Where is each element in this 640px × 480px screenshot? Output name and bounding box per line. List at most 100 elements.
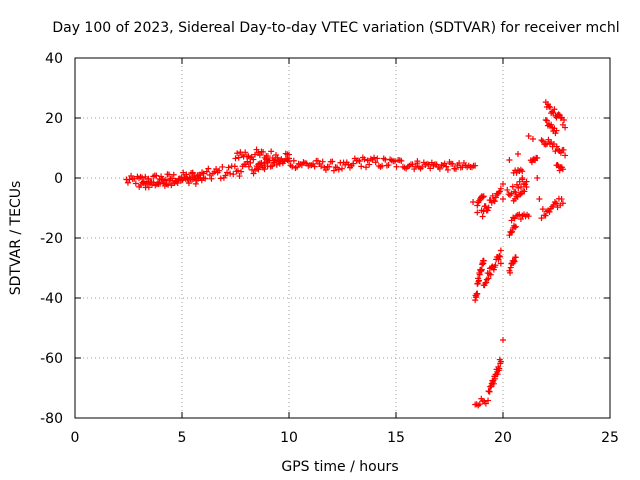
data-point [551, 106, 558, 113]
data-point [414, 158, 421, 165]
data-point [242, 149, 249, 156]
data-point [546, 103, 553, 110]
data-point [489, 192, 496, 199]
data-point [474, 290, 481, 297]
data-point [253, 146, 260, 153]
data-point [329, 158, 336, 165]
data-point [512, 189, 519, 196]
data-point [222, 172, 229, 179]
data-point [326, 163, 333, 170]
data-point [238, 168, 245, 175]
data-point [449, 160, 456, 167]
data-point [521, 188, 528, 195]
data-point [480, 257, 487, 264]
data-point [512, 223, 519, 230]
data-point [452, 166, 459, 173]
data-point [153, 172, 160, 179]
data-point [189, 169, 196, 176]
data-point [183, 171, 190, 178]
data-point [350, 160, 357, 167]
data-point [512, 254, 519, 261]
y-axis-label: SDTVAR / TECUs [8, 181, 24, 296]
data-point [208, 175, 215, 182]
data-point [258, 159, 265, 166]
data-point [523, 178, 530, 185]
data-point [484, 207, 491, 214]
data-point [294, 164, 301, 171]
data-point [517, 166, 524, 173]
data-point [550, 109, 557, 116]
y-tick-labels: -80 -60 -40 -20 0 20 40 [40, 51, 63, 427]
data-point [548, 121, 555, 128]
data-point [534, 155, 541, 162]
data-point [412, 163, 419, 170]
data-point [474, 202, 481, 209]
data-point [479, 213, 486, 220]
data-point [345, 161, 352, 168]
data-point [478, 266, 485, 273]
data-point [483, 279, 490, 286]
data-point [487, 271, 494, 278]
data-point [427, 165, 434, 172]
data-point [230, 171, 237, 178]
data-point [534, 175, 541, 181]
data-point [538, 215, 545, 222]
data-point [250, 170, 257, 177]
data-point [551, 199, 558, 206]
data-points [123, 99, 569, 409]
data-point [361, 156, 368, 163]
x-tick-label: 5 [178, 430, 187, 446]
data-point [132, 180, 139, 187]
data-point [206, 172, 213, 179]
y-tick-label: -60 [40, 351, 63, 367]
data-point [482, 203, 489, 210]
data-point [492, 194, 499, 201]
data-point [185, 180, 192, 187]
data-point [443, 163, 450, 170]
data-point [513, 181, 520, 188]
data-point [256, 164, 263, 171]
data-point [485, 275, 492, 282]
data-point [158, 176, 165, 183]
data-point [547, 104, 554, 111]
data-point [269, 163, 276, 170]
chart-title: Day 100 of 2023, Sidereal Day-to-day VTE… [52, 20, 619, 36]
data-point [539, 138, 546, 145]
data-point [338, 165, 345, 172]
data-point [517, 215, 524, 222]
data-point [500, 196, 506, 202]
data-point [322, 166, 329, 173]
data-point [124, 179, 131, 186]
data-point [166, 177, 173, 184]
data-point [371, 154, 378, 161]
data-point [275, 157, 282, 164]
data-point [319, 158, 326, 165]
data-point [472, 162, 479, 169]
data-point [497, 185, 504, 192]
data-point [506, 157, 513, 163]
data-point [391, 158, 398, 165]
data-point [264, 153, 271, 160]
data-point [479, 194, 486, 201]
data-point [556, 167, 563, 174]
x-tick-label: 15 [387, 430, 405, 446]
y-tick-label: -20 [40, 231, 63, 247]
x-axis-label: GPS time / hours [281, 459, 398, 475]
data-point [145, 175, 152, 182]
data-point [374, 155, 381, 162]
y-tick-label: 0 [54, 171, 63, 187]
data-point [514, 151, 521, 157]
data-point [510, 257, 517, 264]
data-point [497, 358, 504, 365]
data-point [504, 186, 511, 193]
data-point [184, 175, 191, 182]
data-point [170, 171, 177, 178]
data-point [522, 181, 529, 188]
data-point [272, 156, 279, 163]
data-point [441, 160, 448, 167]
data-point [538, 137, 545, 144]
data-point [496, 365, 503, 372]
data-point [234, 167, 241, 174]
data-point [385, 162, 392, 169]
data-point [213, 165, 220, 172]
